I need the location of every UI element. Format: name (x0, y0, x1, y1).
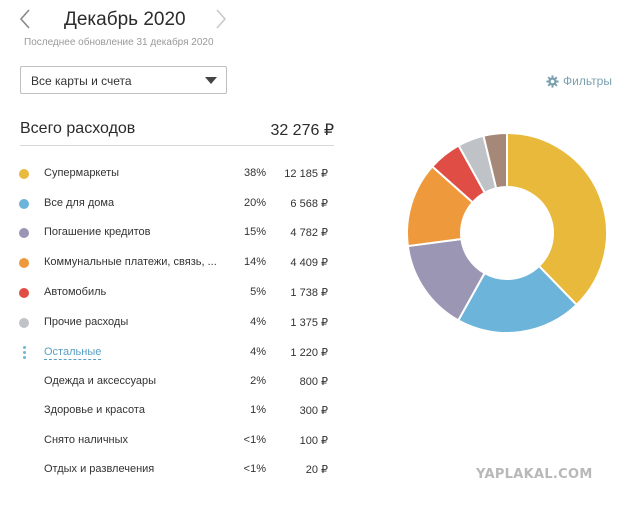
category-row-rest[interactable]: Остальные 4% 1 220 ₽ (0, 343, 340, 363)
category-label: Прочие расходы (44, 316, 129, 328)
total-label: Всего расходов (20, 120, 136, 137)
category-amount: 6 568 ₽ (290, 198, 328, 210)
category-label: Погашение кредитов (44, 226, 151, 238)
category-color-dot (19, 228, 29, 238)
subcategory-label: Одежда и аксессуары (44, 375, 157, 387)
category-percent: 20% (243, 197, 266, 209)
subcategory-row-health[interactable]: Здоровье и красота 1% 300 ₽ (0, 401, 340, 421)
subcategory-label: Отдых и развлечения (44, 463, 155, 475)
category-label: Супермаркеты (44, 167, 120, 179)
chevron-right-icon (216, 9, 227, 29)
category-amount: 1 220 ₽ (290, 347, 328, 359)
previous-month-button[interactable] (18, 8, 32, 30)
subcategory-label: Здоровье и красота (44, 404, 145, 416)
category-percent: 4% (250, 316, 266, 328)
category-percent: 15% (243, 226, 266, 238)
category-amount: 4 409 ₽ (290, 257, 328, 269)
subcategory-percent: 1% (250, 404, 266, 416)
category-color-dot (19, 199, 29, 209)
donut-slice-home[interactable] (456, 264, 578, 334)
next-month-button[interactable] (214, 8, 228, 30)
category-row-other[interactable]: Прочие расходы 4% 1 375 ₽ (0, 313, 340, 333)
page-title: Декабрь 2020 (64, 9, 186, 30)
caret-down-icon (205, 77, 217, 84)
chevron-left-icon (19, 9, 30, 29)
total-value: 32 276 ₽ (270, 122, 334, 139)
category-color-dot (19, 169, 29, 179)
subcategory-amount: 800 ₽ (299, 376, 328, 388)
category-percent: 5% (250, 286, 266, 298)
subcategory-percent: <1% (243, 434, 266, 446)
category-label: Все для дома (44, 197, 115, 209)
donut-slice-rest[interactable] (482, 131, 508, 190)
subcategory-row-leisure[interactable]: Отдых и развлечения <1% 20 ₽ (0, 460, 340, 480)
donut-slice-supermarkets[interactable] (506, 131, 608, 307)
category-row-home[interactable]: Все для дома 20% 6 568 ₽ (0, 194, 340, 214)
category-amount: 1 738 ₽ (290, 287, 328, 299)
expenses-donut-chart (406, 131, 608, 334)
subcategory-amount: 20 ₽ (305, 464, 328, 476)
category-amount: 4 782 ₽ (290, 227, 328, 239)
subcategory-row-clothing[interactable]: Одежда и аксессуары 2% 800 ₽ (0, 372, 340, 392)
subcategory-row-cash[interactable]: Снято наличных <1% 100 ₽ (0, 431, 340, 451)
watermark: YAPLAKAL.COM (476, 467, 593, 482)
filters-link[interactable]: Фильтры (546, 73, 612, 89)
category-label: Автомобиль (44, 286, 107, 298)
category-percent: 14% (243, 256, 266, 268)
gear-icon (546, 74, 559, 88)
accounts-select[interactable]: Все карты и счета (20, 66, 227, 94)
subcategory-amount: 300 ₽ (299, 405, 328, 417)
category-color-dot (19, 288, 29, 298)
last-updated-text: Последнее обновление 31 декабря 2020 (24, 37, 214, 48)
filters-label: Фильтры (563, 74, 612, 88)
category-color-dot (19, 318, 29, 328)
category-row-supermarkets[interactable]: Супермаркеты 38% 12 185 ₽ (0, 164, 340, 184)
category-amount: 1 375 ₽ (290, 317, 328, 329)
category-row-utilities[interactable]: Коммунальные платежи, связь, ... 14% 4 4… (0, 253, 340, 273)
subcategory-percent: 2% (250, 375, 266, 387)
rest-expand-link[interactable]: Остальные (44, 346, 102, 360)
category-percent: 38% (243, 167, 266, 179)
divider (20, 145, 334, 146)
subcategory-percent: <1% (243, 463, 266, 475)
category-percent: 4% (250, 346, 266, 358)
subcategory-label: Снято наличных (44, 434, 129, 446)
category-row-auto[interactable]: Автомобиль 5% 1 738 ₽ (0, 283, 340, 303)
more-vertical-icon[interactable] (21, 345, 27, 361)
category-label: Коммунальные платежи, связь, ... (44, 256, 217, 268)
category-amount: 12 185 ₽ (284, 168, 328, 180)
accounts-select-value: Все карты и счета (31, 74, 132, 88)
subcategory-amount: 100 ₽ (299, 435, 328, 447)
category-color-dot (19, 258, 29, 268)
category-row-credit[interactable]: Погашение кредитов 15% 4 782 ₽ (0, 223, 340, 243)
